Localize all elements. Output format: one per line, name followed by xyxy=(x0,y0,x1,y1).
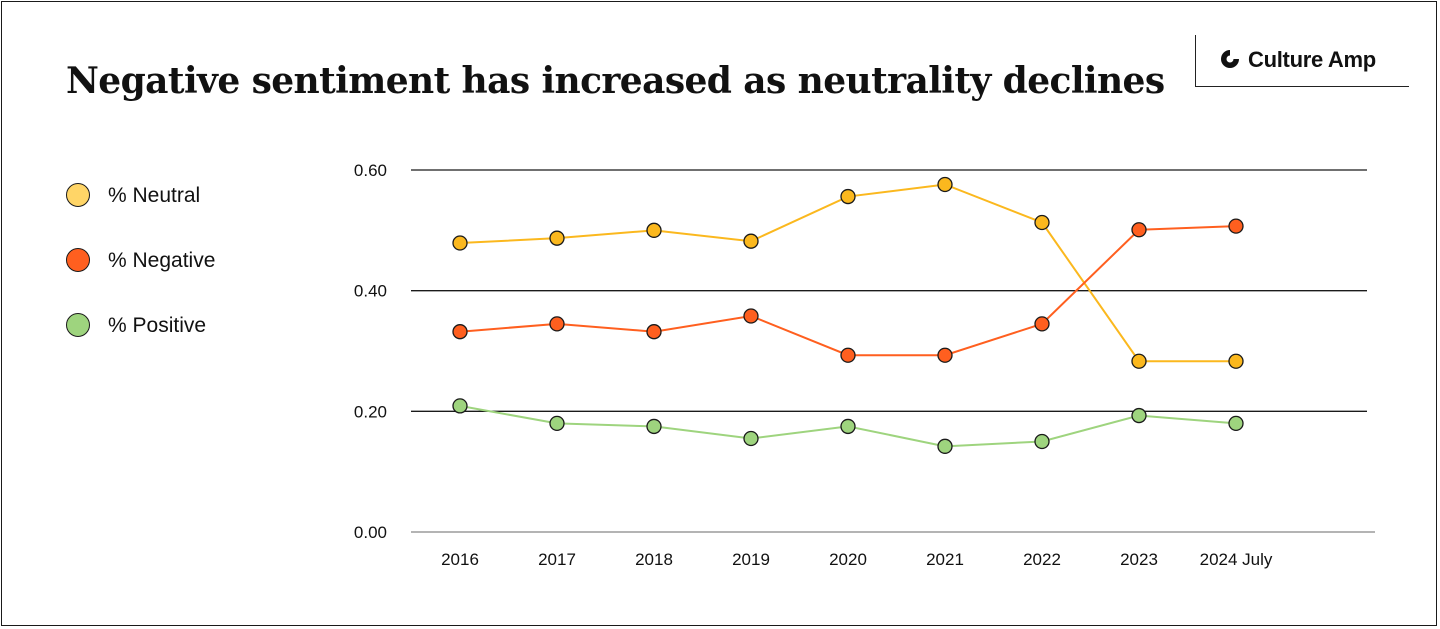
data-point-positive-2016 xyxy=(452,398,468,414)
legend-label-negative: % Negative xyxy=(108,249,216,272)
logo-text: Culture Amp xyxy=(1248,47,1376,72)
series-line-neutral xyxy=(459,183,1236,363)
data-point-neutral-2021 xyxy=(937,176,953,193)
data-point-negative-2019 xyxy=(743,308,759,324)
legend-swatch-negative xyxy=(66,248,90,272)
data-point-neutral-2018 xyxy=(646,222,662,238)
data-point-negative-2018 xyxy=(646,324,662,340)
data-point-positive-2019 xyxy=(743,430,759,447)
x-tick-label-2016: 2016 xyxy=(441,550,479,569)
x-tick-label-2022: 2022 xyxy=(1023,550,1061,569)
data-point-positive-2017 xyxy=(549,415,565,432)
x-tick-label-2018: 2018 xyxy=(635,550,673,569)
x-tick-label-2020: 2020 xyxy=(829,550,867,569)
data-point-neutral-2019 xyxy=(743,233,759,249)
data-point-neutral-2017 xyxy=(549,230,565,246)
data-point-neutral-2024-july xyxy=(1228,353,1244,369)
y-tick-label-0.60: 0.60 xyxy=(354,161,387,180)
data-point-positive-2023 xyxy=(1131,407,1147,424)
x-tick-label-2017: 2017 xyxy=(538,550,576,569)
x-tick-label-2024-july: 2024 July xyxy=(1200,550,1273,569)
chart-title: Negative sentiment has increased as neut… xyxy=(66,60,1165,102)
brand-logo: Culture Amp xyxy=(1195,35,1409,87)
data-point-negative-2020 xyxy=(840,347,856,363)
y-tick-label-0.00: 0.00 xyxy=(354,523,387,542)
data-point-negative-2016 xyxy=(452,324,468,340)
data-point-neutral-2016 xyxy=(452,235,468,251)
legend-swatch-positive xyxy=(66,313,90,337)
data-point-positive-2021 xyxy=(937,438,953,454)
data-point-negative-2017 xyxy=(549,316,565,332)
data-point-positive-2022 xyxy=(1034,433,1050,450)
data-point-negative-2023 xyxy=(1131,222,1147,238)
data-point-neutral-2022 xyxy=(1034,214,1050,231)
data-point-neutral-2020 xyxy=(840,188,856,205)
data-point-positive-2024-july xyxy=(1228,415,1244,432)
data-point-negative-2022 xyxy=(1034,316,1050,332)
legend-swatch-neutral xyxy=(66,183,90,207)
data-point-positive-2018 xyxy=(646,418,662,435)
data-point-negative-2024-july xyxy=(1228,218,1244,234)
x-tick-label-2021: 2021 xyxy=(926,550,964,569)
legend-label-positive: % Positive xyxy=(108,314,207,337)
data-point-positive-2020 xyxy=(840,418,856,435)
data-point-neutral-2023 xyxy=(1131,353,1147,369)
data-point-negative-2021 xyxy=(937,347,953,363)
legend-label-neutral: % Neutral xyxy=(108,184,201,207)
x-tick-label-2023: 2023 xyxy=(1120,550,1158,569)
x-tick-label-2019: 2019 xyxy=(732,550,770,569)
culture-amp-logo-icon xyxy=(1221,50,1239,68)
y-tick-label-0.40: 0.40 xyxy=(354,282,387,301)
y-tick-label-0.20: 0.20 xyxy=(354,402,387,421)
